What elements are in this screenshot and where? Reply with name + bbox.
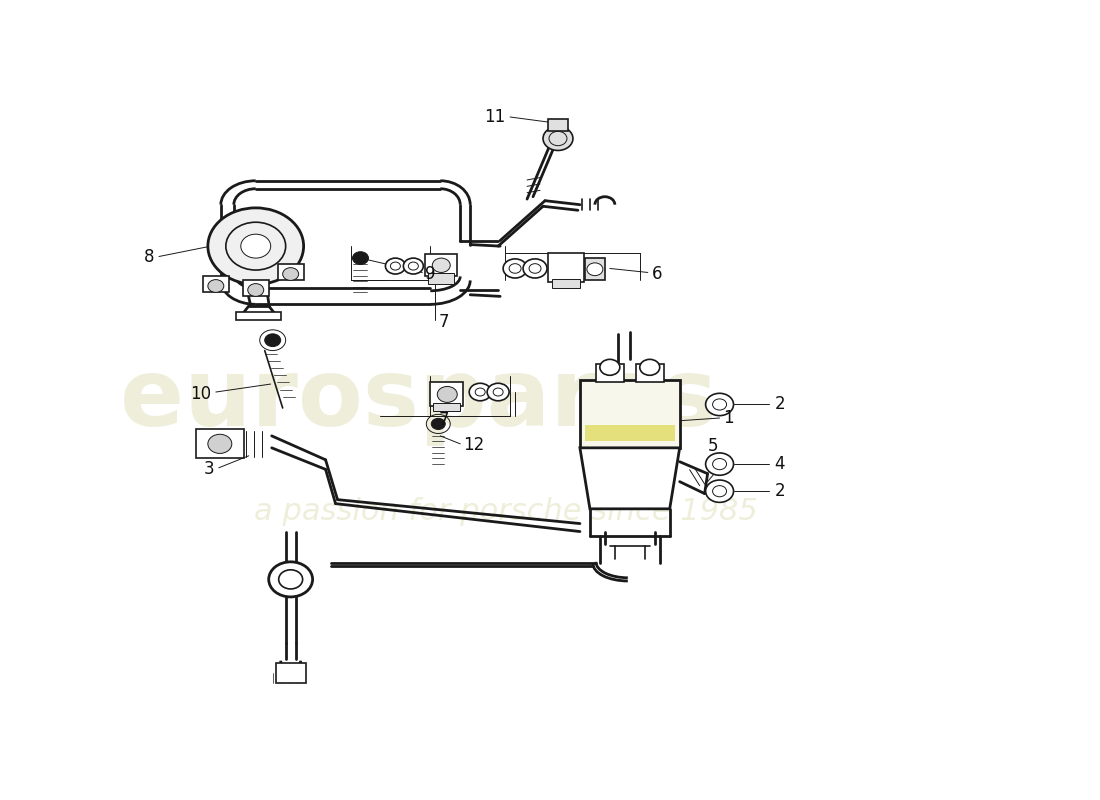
Circle shape [503, 259, 527, 278]
Circle shape [404, 258, 424, 274]
Bar [585, 425, 674, 441]
Circle shape [431, 418, 446, 430]
Circle shape [705, 394, 734, 416]
Circle shape [524, 259, 547, 278]
Bar [548, 119, 568, 130]
Text: 1: 1 [724, 409, 734, 427]
Bar [596, 364, 624, 382]
Circle shape [640, 359, 660, 375]
Circle shape [438, 386, 458, 402]
Bar [202, 276, 229, 291]
Circle shape [265, 334, 280, 346]
Circle shape [543, 126, 573, 150]
Bar [428, 274, 454, 285]
Circle shape [385, 258, 406, 274]
Circle shape [587, 263, 603, 276]
Text: 6: 6 [651, 265, 662, 283]
Text: a passion for porsche since 1985: a passion for porsche since 1985 [254, 497, 758, 526]
Bar [433, 403, 460, 411]
Circle shape [600, 359, 619, 375]
Circle shape [208, 280, 223, 292]
Bar [548, 254, 584, 282]
Text: 12: 12 [463, 437, 484, 454]
Circle shape [470, 383, 491, 401]
Text: 2: 2 [774, 482, 785, 500]
Bar [430, 382, 463, 406]
Circle shape [352, 252, 368, 265]
Text: 2: 2 [774, 395, 785, 414]
Circle shape [487, 383, 509, 401]
Text: 9: 9 [426, 265, 436, 283]
Text: 5: 5 [707, 437, 718, 454]
Bar [580, 380, 680, 448]
Bar [552, 279, 580, 288]
Bar [243, 280, 268, 295]
Circle shape [208, 434, 232, 454]
Circle shape [248, 284, 264, 296]
Text: 11: 11 [484, 108, 505, 126]
Text: 7: 7 [438, 411, 449, 429]
Text: 7: 7 [438, 313, 449, 331]
Polygon shape [580, 448, 680, 509]
Text: 3: 3 [204, 460, 213, 478]
Text: eurospares: eurospares [120, 354, 717, 446]
Bar [585, 258, 605, 281]
Text: 8: 8 [143, 247, 154, 266]
Circle shape [208, 208, 304, 285]
Circle shape [268, 562, 312, 597]
Bar [276, 663, 306, 683]
Circle shape [432, 258, 450, 273]
Bar [636, 364, 663, 382]
Bar [235, 312, 280, 320]
Circle shape [705, 480, 734, 502]
Bar [277, 264, 304, 280]
Circle shape [705, 453, 734, 475]
Circle shape [283, 268, 298, 281]
Bar [426, 254, 458, 277]
Circle shape [241, 234, 271, 258]
Text: 10: 10 [189, 385, 211, 402]
Text: 4: 4 [774, 455, 785, 473]
Bar [196, 430, 244, 458]
